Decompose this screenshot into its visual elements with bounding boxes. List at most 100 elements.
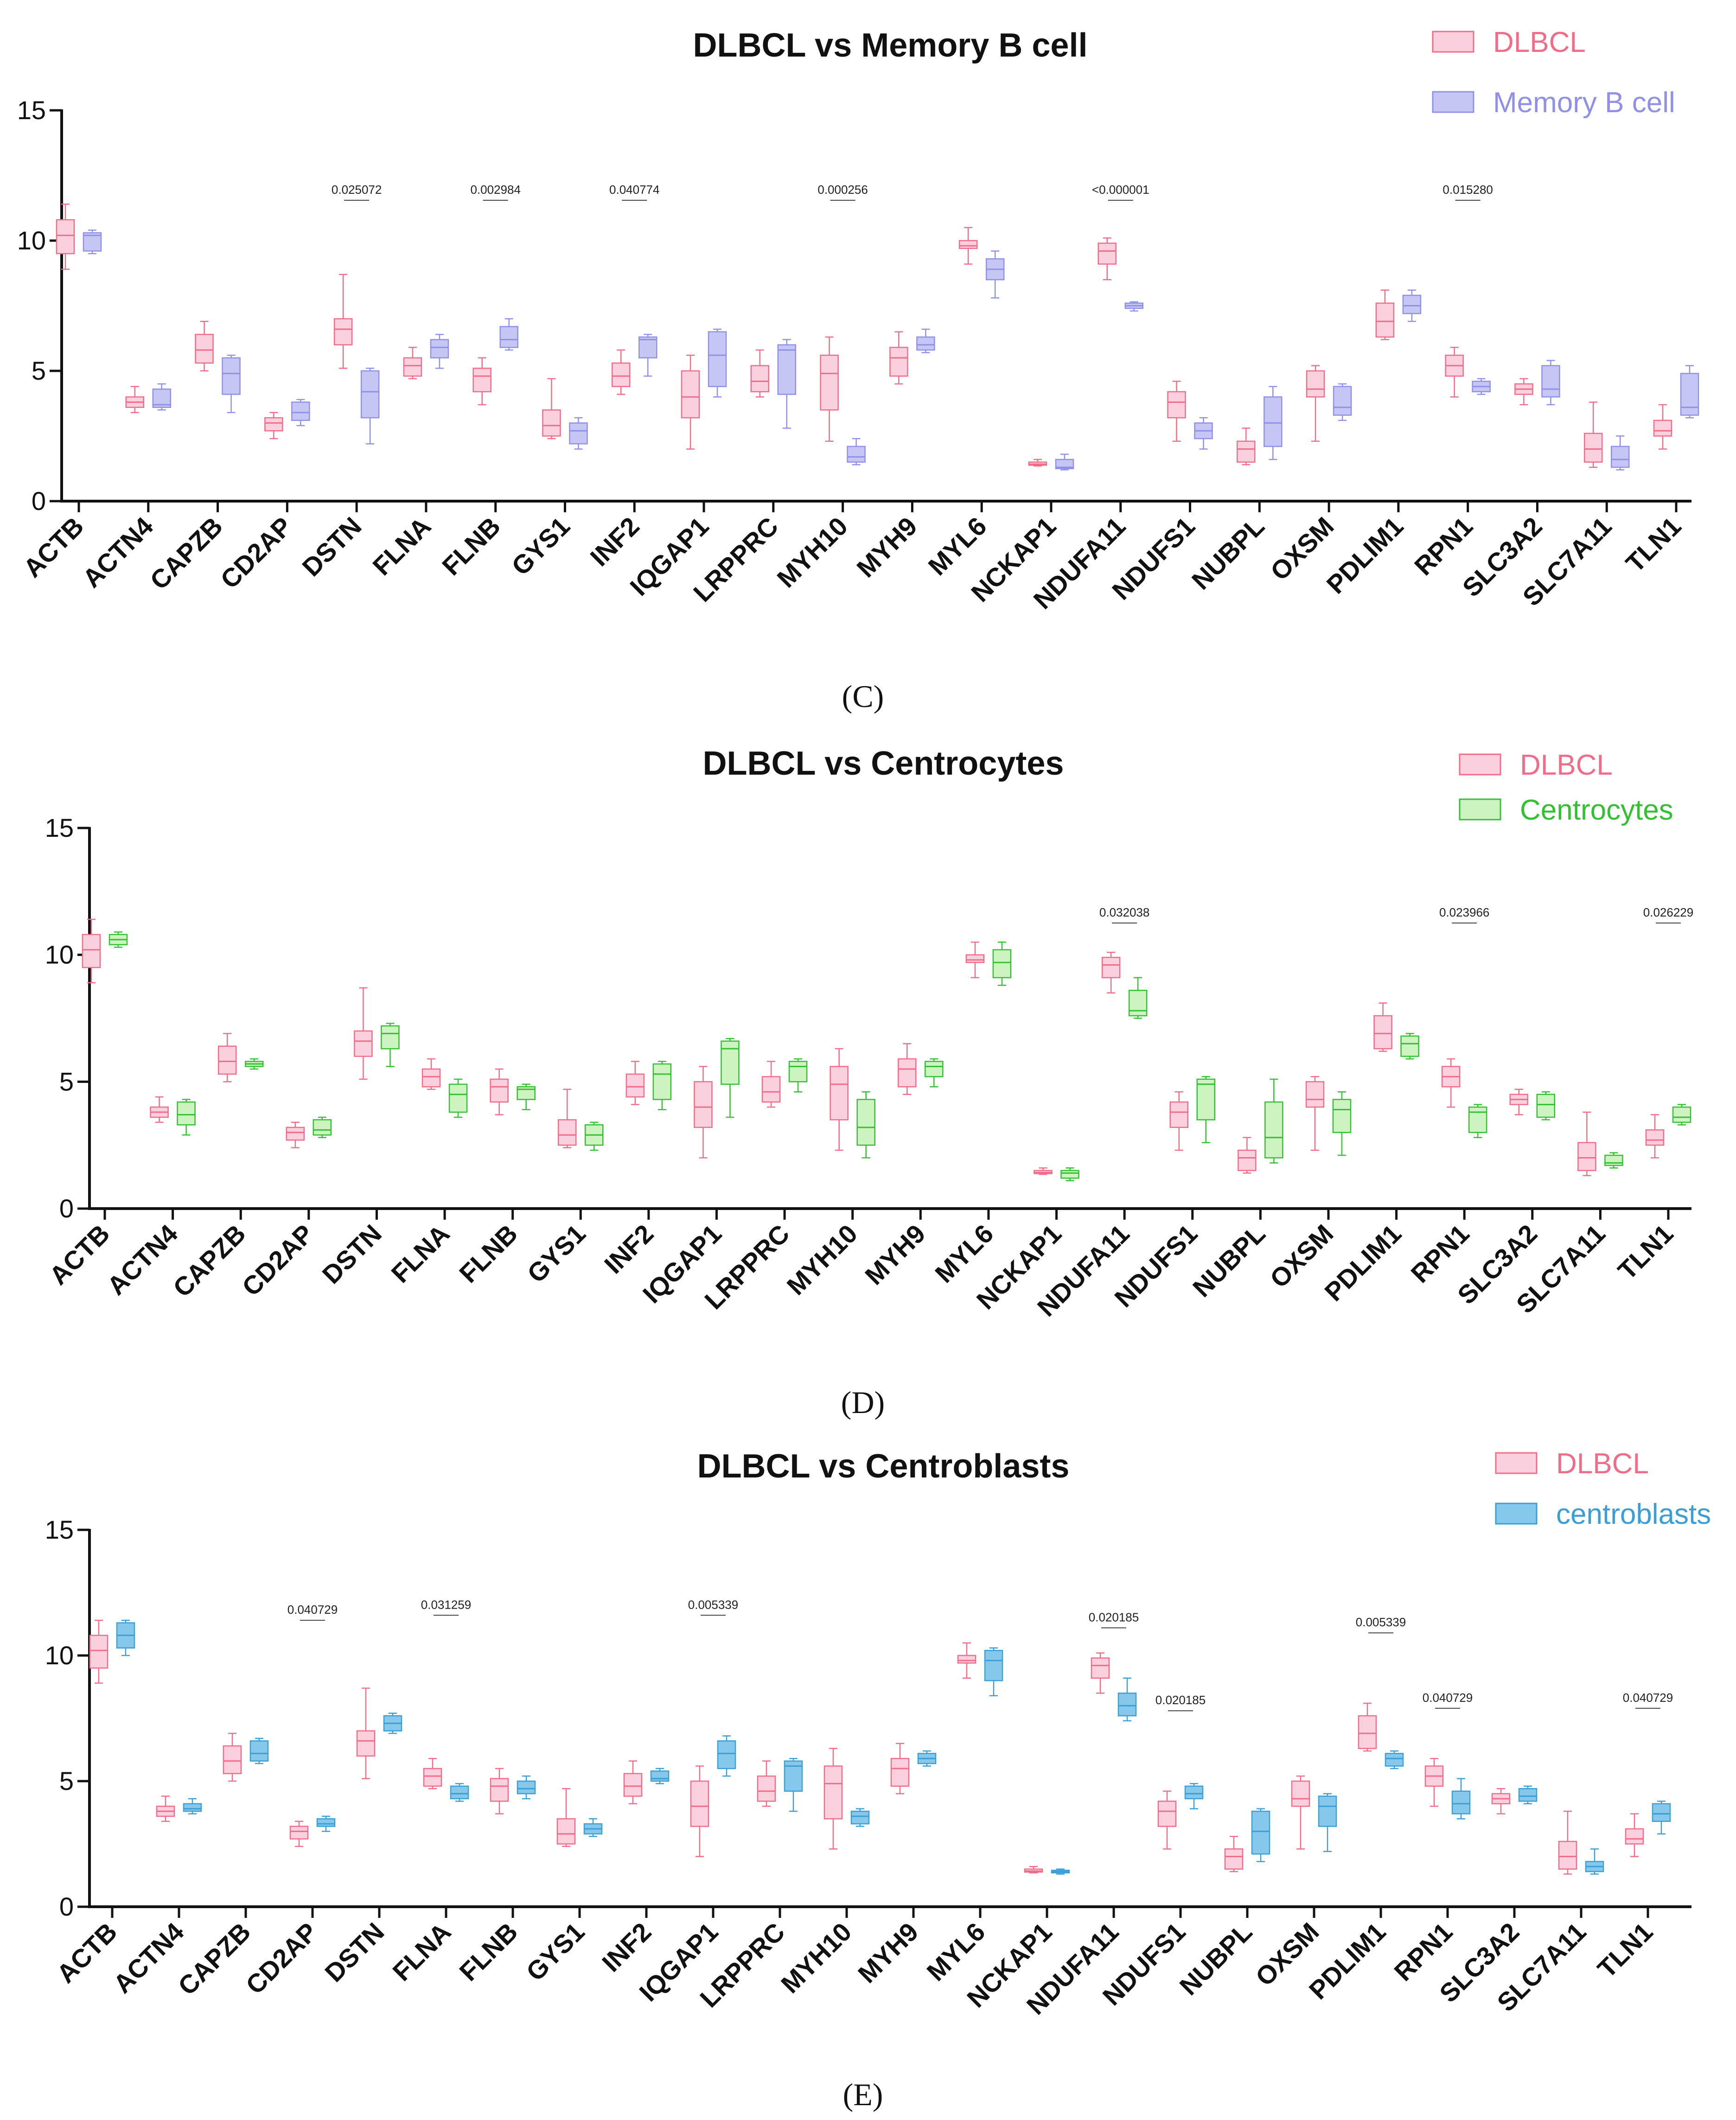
box-centrocytes-lrpprc (788, 1058, 808, 1093)
p-value-label: 0.040774 (609, 183, 659, 197)
x-tick-label: MYH9 (852, 1917, 924, 1989)
legend-swatch (1495, 1502, 1538, 1525)
chart-title: DLBCL vs Memory B cell (693, 27, 1088, 64)
box-iqr (1583, 433, 1603, 463)
box-dlbcl-oxsm (1306, 365, 1325, 442)
box-iqr (195, 334, 214, 364)
box-iqr (850, 1810, 870, 1825)
box-iqr (1652, 1803, 1671, 1822)
box-centroblasts-ndufs1 (1184, 1783, 1204, 1809)
box-memory-b-cell-inf2 (638, 334, 657, 377)
p-value-label: 0.020185 (1155, 1693, 1206, 1707)
box-iqr (1291, 1780, 1310, 1807)
box-dlbcl-myh9 (890, 1743, 910, 1795)
y-tick-label: 15 (45, 1515, 74, 1544)
box-dlbcl-myl6 (965, 942, 985, 979)
box-dlbcl-oxsm (1291, 1775, 1310, 1850)
box-iqr (612, 362, 631, 387)
box-iqr (984, 1649, 1003, 1681)
box-centrocytes-tln1 (1672, 1104, 1691, 1126)
box-dlbcl-ndufs1 (1169, 1091, 1188, 1151)
box-iqr (1196, 1078, 1215, 1120)
box-iqr (1558, 1840, 1577, 1870)
box-memory-b-cell-nckap1 (1055, 453, 1074, 471)
box-iqr (1264, 1101, 1283, 1159)
box-dlbcl-nubpl (1238, 1137, 1257, 1174)
box-iqr (1332, 1099, 1352, 1133)
box-dlbcl-flnb (472, 357, 491, 406)
x-tick-label: DSTN (317, 1219, 387, 1289)
panel-caption: (D) (841, 1385, 885, 1420)
box-centroblasts-tln1 (1652, 1801, 1671, 1835)
legend-label: DLBCL (1556, 1448, 1649, 1480)
box-iqr (777, 344, 797, 395)
box-dlbcl-ndufa11 (1101, 951, 1121, 994)
box-iqr (1375, 302, 1395, 338)
x-tick-label: NUBPL (1186, 511, 1270, 595)
box-iqr (403, 357, 422, 377)
box-centrocytes-actb (108, 931, 128, 948)
box-iqr (1306, 370, 1325, 398)
box-iqr (354, 1030, 373, 1057)
box-iqr (652, 1063, 672, 1100)
box-centroblasts-rpn1 (1451, 1778, 1471, 1820)
box-dlbcl-rpn1 (1424, 1757, 1444, 1807)
chart-panel-d: DLBCL vs Centrocytes051015ACTBACTN4CAPZB… (44, 745, 1693, 1420)
box-dlbcl-gys1 (558, 1089, 577, 1148)
box-dlbcl-nubpl (1224, 1835, 1244, 1872)
box-dlbcl-tln1 (1653, 404, 1672, 450)
box-iqr (542, 409, 561, 437)
box-iqr (638, 336, 657, 359)
x-tick-label: MYH9 (859, 1219, 931, 1291)
p-value-label: <0.000001 (1092, 183, 1149, 197)
box-memory-b-cell-myh9 (916, 328, 935, 353)
box-iqr (1373, 1015, 1392, 1050)
x-tick-label: TLN1 (1620, 511, 1687, 578)
box-iqr (721, 1040, 740, 1085)
box-iqr (1169, 1101, 1188, 1128)
y-tick-label: 15 (17, 95, 46, 125)
box-iqr (708, 331, 727, 387)
x-tick-label: NUBPL (1187, 1219, 1271, 1303)
box-dlbcl-nckap1 (1028, 458, 1047, 467)
p-value-label: 0.005339 (1356, 1615, 1406, 1629)
legend-label: centroblasts (1556, 1498, 1711, 1530)
box-iqr (356, 1730, 376, 1757)
box-iqr (291, 401, 310, 421)
p-value-label: 0.026229 (1643, 905, 1693, 919)
x-tick-label: FLNB (453, 1917, 523, 1986)
box-dlbcl-myh9 (889, 331, 908, 385)
box-iqr (430, 339, 449, 359)
y-tick-label: 5 (59, 1766, 74, 1795)
box-iqr (1098, 242, 1117, 265)
x-tick-label: MYH10 (781, 1219, 863, 1301)
box-iqr (856, 1099, 875, 1146)
x-tick-label: MYH10 (772, 511, 854, 593)
box-iqr (690, 1780, 709, 1827)
box-iqr (1117, 1693, 1137, 1717)
box-iqr (223, 1745, 242, 1774)
x-tick-label: TLN1 (1592, 1917, 1659, 1984)
box-dlbcl-gys1 (542, 378, 561, 439)
x-tick-label: DSTN (296, 511, 367, 582)
p-value-label: 0.023966 (1439, 905, 1489, 919)
box-dlbcl-pdlim1 (1358, 1702, 1377, 1752)
box-iqr (1333, 386, 1352, 416)
box-iqr (249, 1740, 269, 1762)
box-dlbcl-inf2 (612, 349, 631, 395)
legend-swatch (1459, 753, 1501, 776)
box-iqr (681, 370, 700, 419)
box-centrocytes-dstn (381, 1023, 400, 1067)
box-centrocytes-oxsm (1332, 1091, 1352, 1156)
box-iqr (423, 1768, 442, 1787)
box-dlbcl-lrpprc (750, 349, 770, 398)
box-iqr (381, 1025, 400, 1050)
box-dlbcl-nckap1 (1034, 1167, 1053, 1175)
box-centroblasts-capzb (249, 1738, 269, 1764)
box-iqr (898, 1058, 917, 1088)
box-centrocytes-pdlim1 (1400, 1033, 1419, 1060)
p-value-label: 0.040729 (287, 1603, 338, 1617)
box-iqr (1645, 1129, 1665, 1146)
box-dlbcl-pdlim1 (1373, 1002, 1392, 1052)
box-iqr (1451, 1790, 1471, 1814)
